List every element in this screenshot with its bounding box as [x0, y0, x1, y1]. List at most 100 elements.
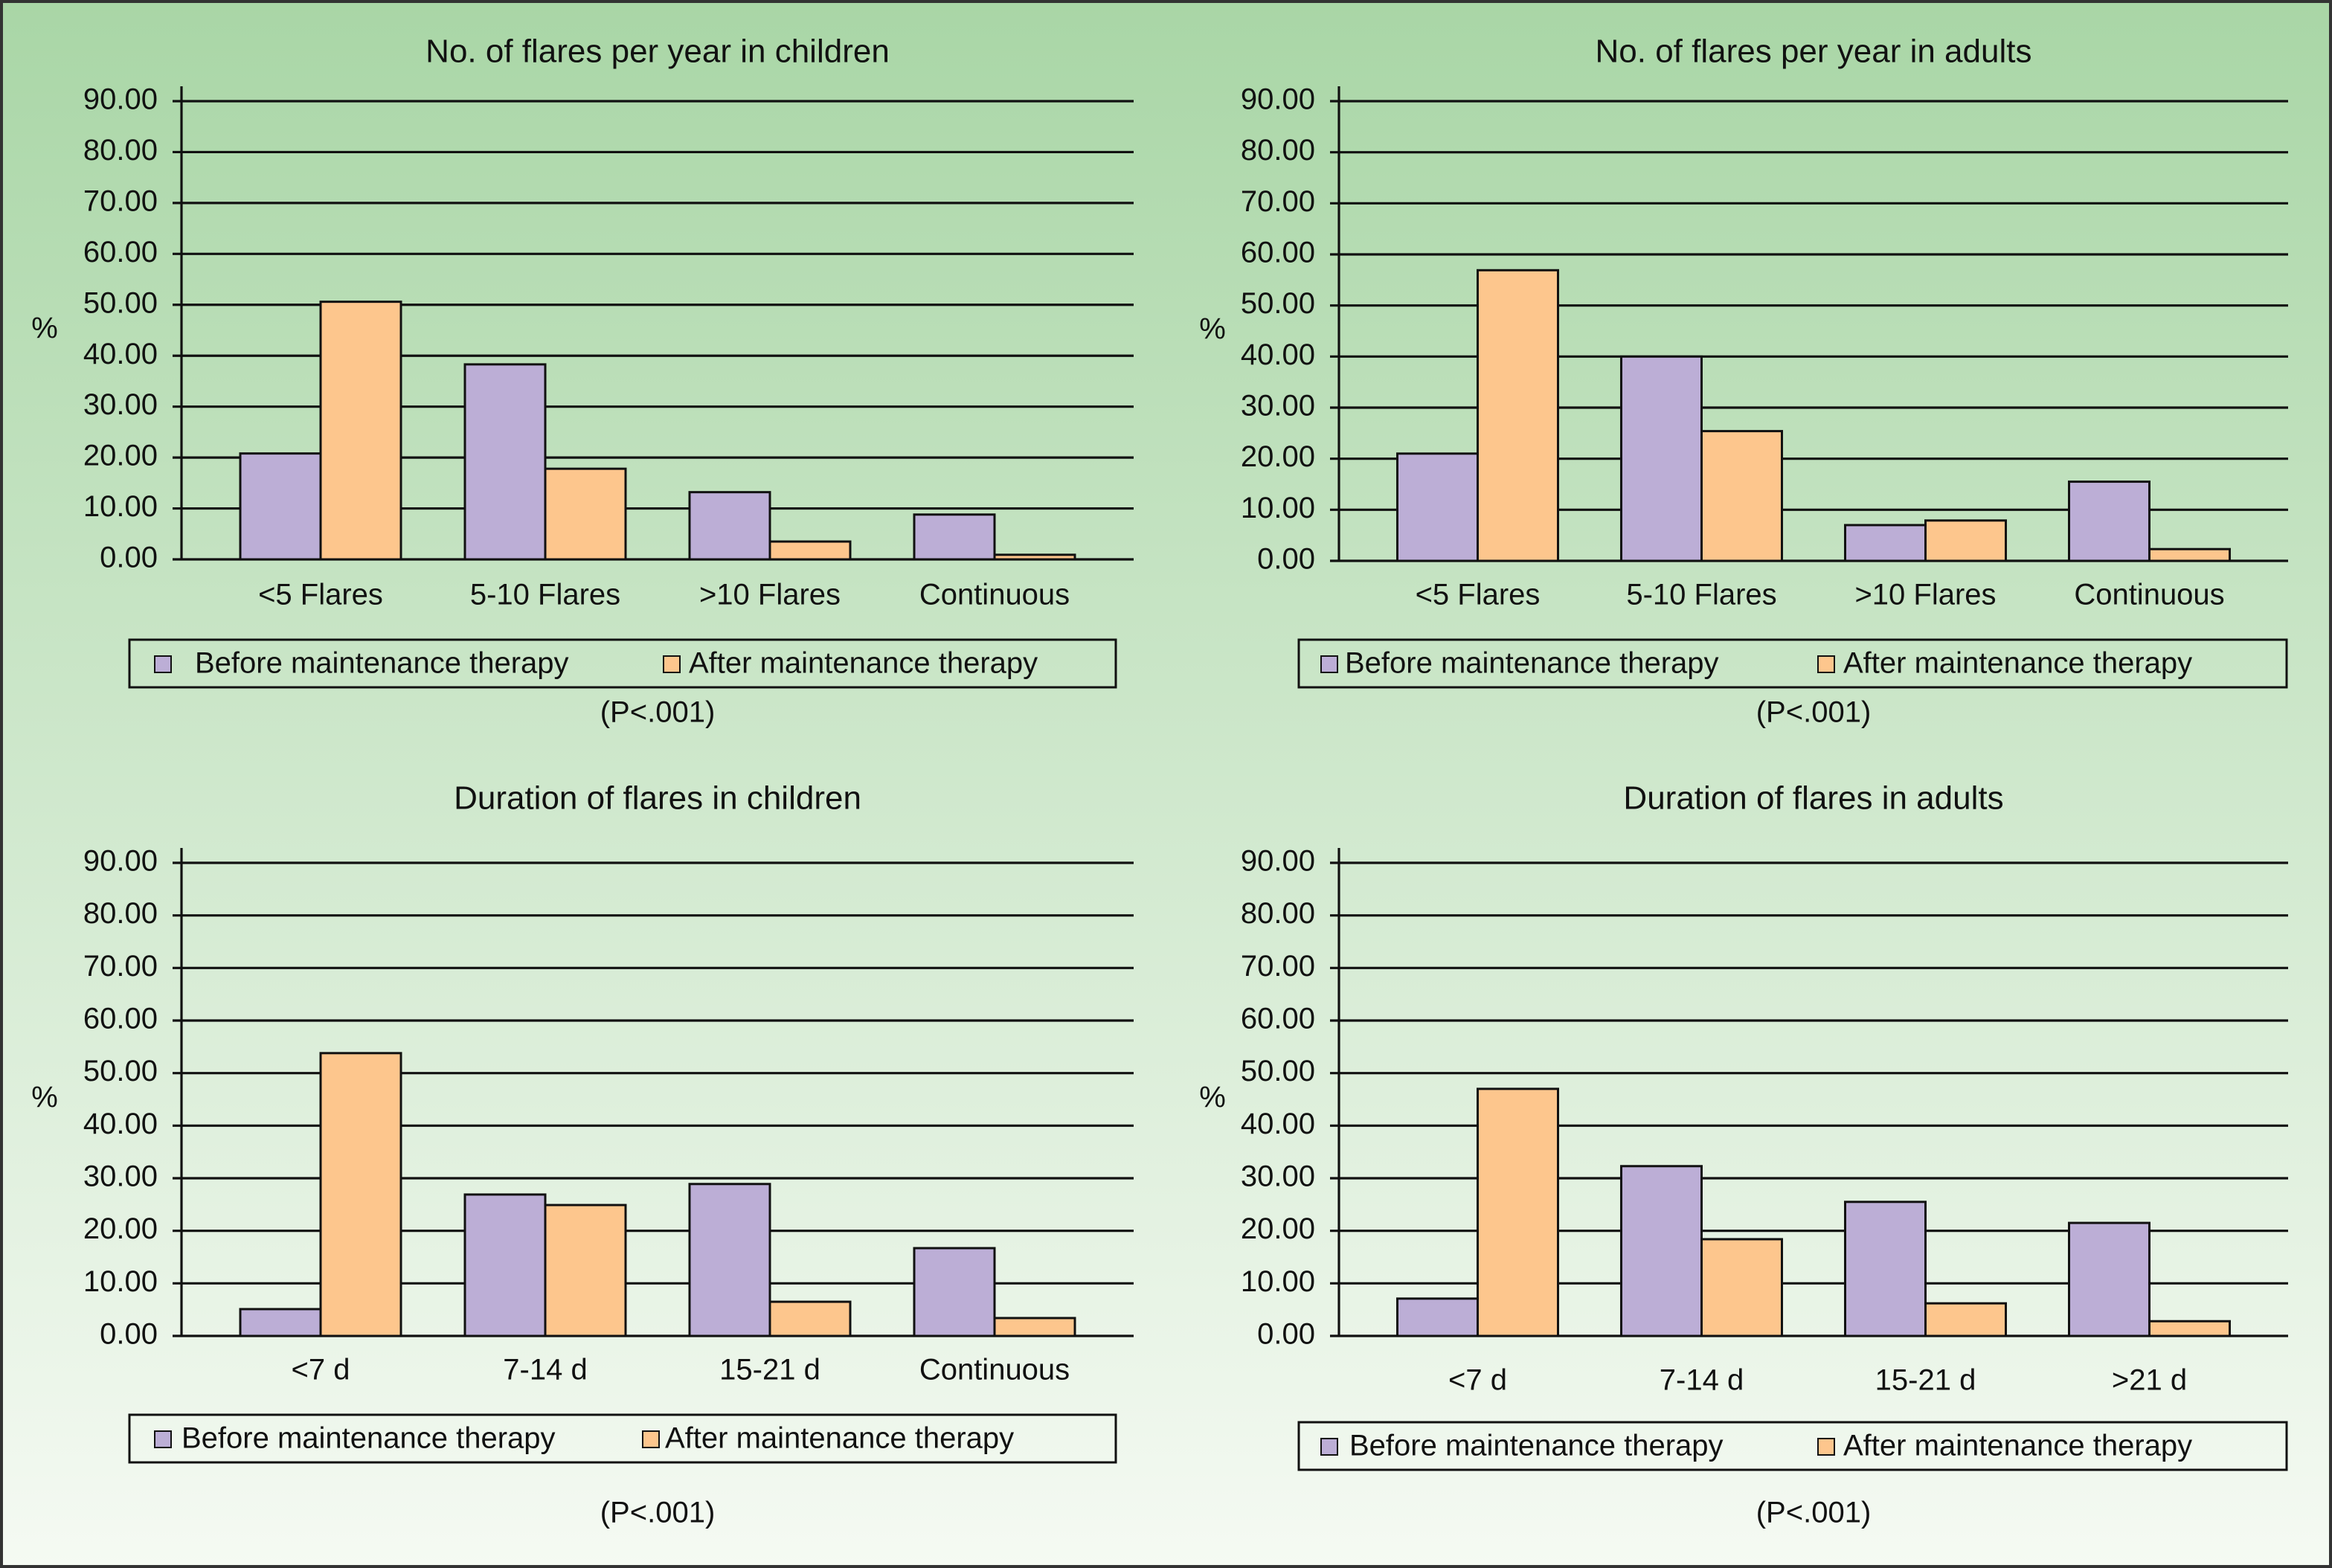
bar — [1844, 1201, 1927, 1337]
legend-swatch — [1817, 1438, 1835, 1456]
y-axis-label: % — [31, 1082, 58, 1114]
legend-label: Before maintenance therapy — [182, 1422, 556, 1455]
legend-label: After maintenance therapy — [1843, 647, 2192, 680]
x-tick-label: >10 Flares — [699, 579, 841, 611]
y-tick-label: 90.00 — [83, 83, 158, 116]
y-tick-label: 50.00 — [83, 1055, 158, 1087]
bar — [239, 1308, 322, 1337]
bar — [1924, 519, 2007, 562]
y-tick-label: 80.00 — [1241, 134, 1315, 167]
p-value-note: (P<.001) — [600, 696, 716, 729]
bar — [463, 363, 547, 561]
bar — [544, 467, 627, 561]
y-tick-label: 70.00 — [83, 184, 158, 217]
x-tick-label: Continuous — [2074, 579, 2224, 611]
y-tick-label: 60.00 — [1241, 1003, 1315, 1035]
legend-label: Before maintenance therapy — [1345, 647, 1719, 680]
bar — [319, 301, 402, 561]
y-tick-label: 90.00 — [1241, 845, 1315, 878]
bar — [993, 553, 1076, 561]
y-tick-label: 10.00 — [1241, 1265, 1315, 1298]
y-tick-label: 80.00 — [83, 897, 158, 930]
bar — [1700, 1238, 1783, 1337]
y-tick-label: 20.00 — [1241, 1212, 1315, 1245]
bar — [1924, 1302, 2007, 1337]
legend-swatch — [1320, 1438, 1338, 1456]
y-tick-label: 40.00 — [83, 1108, 158, 1140]
bar — [688, 1183, 771, 1337]
x-tick-label: >21 d — [2112, 1364, 2187, 1397]
bar — [913, 513, 996, 561]
bar — [1477, 269, 1559, 562]
y-tick-label: 90.00 — [83, 845, 158, 878]
y-tick-label: 60.00 — [1241, 237, 1315, 269]
y-tick-label: 30.00 — [83, 388, 158, 421]
y-tick-label: 70.00 — [1241, 950, 1315, 983]
y-tick-label: 70.00 — [1241, 185, 1315, 218]
x-tick-label: 15-21 d — [1875, 1364, 1976, 1397]
y-tick-label: 0.00 — [1257, 1318, 1315, 1351]
bar — [319, 1052, 402, 1337]
legend-label: After maintenance therapy — [665, 1422, 1014, 1455]
legend-label: Before maintenance therapy — [195, 647, 569, 680]
y-tick-label: 20.00 — [1241, 440, 1315, 473]
x-tick-label: 7-14 d — [1660, 1364, 1744, 1397]
x-tick-label: <7 d — [1448, 1364, 1507, 1397]
chart-title: No. of flares per year in children — [425, 33, 890, 70]
x-tick-label: 5-10 Flares — [470, 579, 620, 611]
legend-label: After maintenance therapy — [689, 647, 1038, 680]
y-tick-label: 40.00 — [83, 338, 158, 370]
y-axis-label: % — [1199, 313, 1226, 346]
bar — [544, 1204, 627, 1337]
legend-swatch — [154, 655, 172, 673]
x-tick-label: 15-21 d — [719, 1354, 820, 1387]
bar — [2148, 547, 2231, 562]
x-tick-label: 5-10 Flares — [1626, 579, 1776, 611]
bar — [2148, 1320, 2231, 1337]
legend-label: After maintenance therapy — [1843, 1430, 2192, 1462]
bar — [1396, 1297, 1479, 1337]
chart-title: Duration of flares in adults — [1623, 780, 2003, 817]
legend-label: Before maintenance therapy — [1349, 1430, 1724, 1462]
x-tick-label: <7 d — [292, 1354, 350, 1387]
bar — [768, 540, 852, 561]
bar — [1844, 524, 1927, 562]
legend-box — [1297, 1421, 2288, 1471]
y-tick-label: 20.00 — [83, 1212, 158, 1245]
chart-title: No. of flares per year in adults — [1596, 33, 2032, 70]
legend-box — [128, 638, 1117, 689]
p-value-note: (P<.001) — [600, 1497, 716, 1529]
p-value-note: (P<.001) — [1756, 1497, 1872, 1529]
legend-swatch — [663, 655, 681, 673]
bar — [688, 491, 771, 561]
x-tick-label: <5 Flares — [1416, 579, 1541, 611]
y-tick-label: 10.00 — [83, 490, 158, 523]
bar — [239, 452, 322, 561]
y-tick-label: 10.00 — [83, 1265, 158, 1298]
y-tick-label: 80.00 — [1241, 897, 1315, 930]
x-tick-label: Continuous — [919, 579, 1070, 611]
x-tick-label: Continuous — [919, 1354, 1070, 1387]
legend-swatch — [154, 1430, 172, 1448]
y-tick-label: 50.00 — [1241, 1055, 1315, 1087]
y-tick-label: 90.00 — [1241, 83, 1315, 116]
y-tick-label: 70.00 — [83, 950, 158, 983]
y-axis-label: % — [1199, 1082, 1226, 1114]
y-tick-label: 60.00 — [83, 236, 158, 269]
y-tick-label: 50.00 — [83, 286, 158, 319]
y-tick-label: 10.00 — [1241, 492, 1315, 524]
bar — [1620, 1165, 1703, 1337]
x-tick-label: 7-14 d — [503, 1354, 587, 1387]
y-axis-label: % — [31, 312, 58, 345]
x-tick-label: >10 Flares — [1854, 579, 1996, 611]
bar — [2068, 481, 2150, 562]
legend-box — [1297, 638, 2288, 689]
bar — [1700, 430, 1783, 562]
chart-title: Duration of flares in children — [454, 780, 861, 817]
y-tick-label: 30.00 — [1241, 390, 1315, 422]
y-tick-label: 50.00 — [1241, 287, 1315, 320]
y-tick-label: 60.00 — [83, 1003, 158, 1035]
legend-swatch — [642, 1430, 660, 1448]
